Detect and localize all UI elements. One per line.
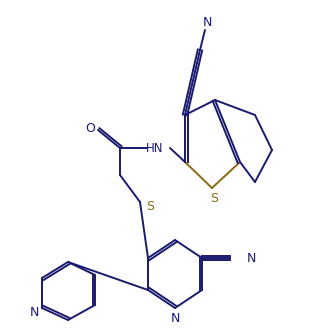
- Text: N: N: [29, 306, 39, 318]
- Text: S: S: [210, 192, 218, 205]
- Text: O: O: [85, 121, 95, 134]
- Text: N: N: [202, 17, 212, 29]
- Text: S: S: [146, 200, 154, 213]
- Text: HN: HN: [146, 141, 164, 155]
- Text: N: N: [246, 252, 256, 264]
- Text: N: N: [170, 311, 180, 324]
